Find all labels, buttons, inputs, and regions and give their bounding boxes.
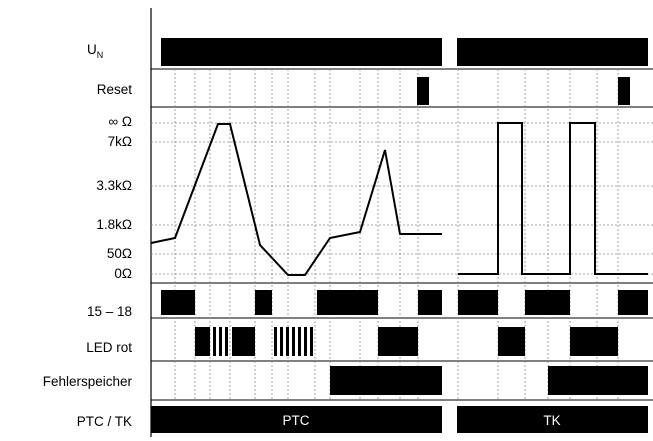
label-un: UN (87, 42, 103, 60)
tick-inf: ∞ Ω (109, 114, 132, 129)
row-separators (151, 68, 653, 401)
mode-bar-tk (457, 406, 648, 433)
un-bars (161, 38, 648, 66)
memory-bar-1 (330, 366, 442, 395)
led-block-5 (570, 327, 618, 356)
tick-50: 50Ω (107, 246, 132, 261)
relay-bar-7 (618, 290, 648, 315)
label-led: LED rot (86, 340, 132, 355)
mode-label-tk: TK (543, 413, 560, 428)
led-blink-2 (219, 327, 222, 356)
tk-resistance-curve (458, 122, 648, 275)
memory-bars (330, 366, 648, 395)
relay-bar-4 (418, 290, 442, 315)
led-blink-5 (280, 327, 283, 356)
tick-7k: 7kΩ (108, 134, 132, 149)
label-memory: Fehlerspeicher (43, 374, 133, 389)
led-blink-8 (298, 327, 301, 356)
led-signal (195, 327, 618, 356)
mode-bars: PTC TK (151, 406, 648, 433)
label-relay: 15 – 18 (87, 304, 132, 319)
relay-bar-3 (317, 290, 378, 315)
led-blink-3 (225, 327, 228, 356)
led-blink-6 (286, 327, 289, 356)
reset-pulse-2 (618, 77, 630, 105)
reset-pulses (417, 77, 630, 105)
relay-bar-6 (525, 290, 570, 315)
ptc-resistance-curve (150, 123, 442, 276)
led-block-4 (498, 327, 525, 356)
led-blink-7 (292, 327, 295, 356)
led-blink-10 (310, 327, 313, 356)
led-block-2 (232, 327, 255, 356)
led-block-1 (195, 327, 210, 356)
mode-bar-ptc (151, 406, 442, 433)
led-block-3 (378, 327, 418, 356)
led-blink-4 (274, 327, 277, 356)
led-blink-9 (304, 327, 307, 356)
un-bar-1 (161, 38, 442, 66)
led-blink-1 (213, 327, 216, 356)
relay-bars (161, 290, 648, 315)
relay-bar-2 (255, 290, 272, 315)
label-reset: Reset (97, 82, 133, 97)
tick-1k8: 1.8kΩ (96, 217, 132, 232)
label-mode: PTC / TK (77, 414, 132, 429)
tick-0: 0Ω (114, 266, 132, 281)
un-bar-2 (457, 38, 648, 66)
relay-bar-5 (458, 290, 498, 315)
relay-bar-1 (161, 290, 195, 315)
tick-3k3: 3.3kΩ (96, 178, 132, 193)
reset-pulse-1 (417, 77, 429, 105)
memory-bar-2 (548, 366, 648, 395)
mode-label-ptc: PTC (283, 413, 310, 428)
